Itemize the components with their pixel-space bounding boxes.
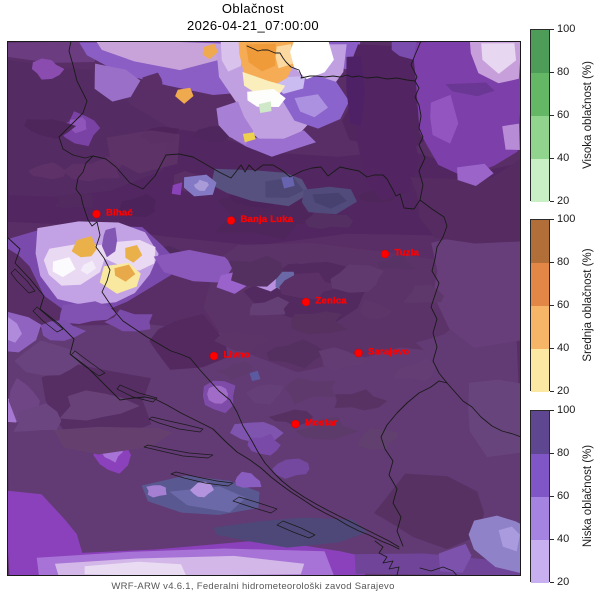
svg-text:Livno: Livno bbox=[224, 350, 250, 361]
svg-text:Banja Luka: Banja Luka bbox=[241, 214, 294, 225]
svg-text:Tuzla: Tuzla bbox=[395, 248, 420, 259]
svg-text:Zenica: Zenica bbox=[316, 296, 348, 307]
svg-text:Sarajevo: Sarajevo bbox=[368, 347, 409, 358]
svg-text:Mostar: Mostar bbox=[305, 418, 337, 429]
svg-text:Bihać: Bihać bbox=[106, 208, 133, 219]
